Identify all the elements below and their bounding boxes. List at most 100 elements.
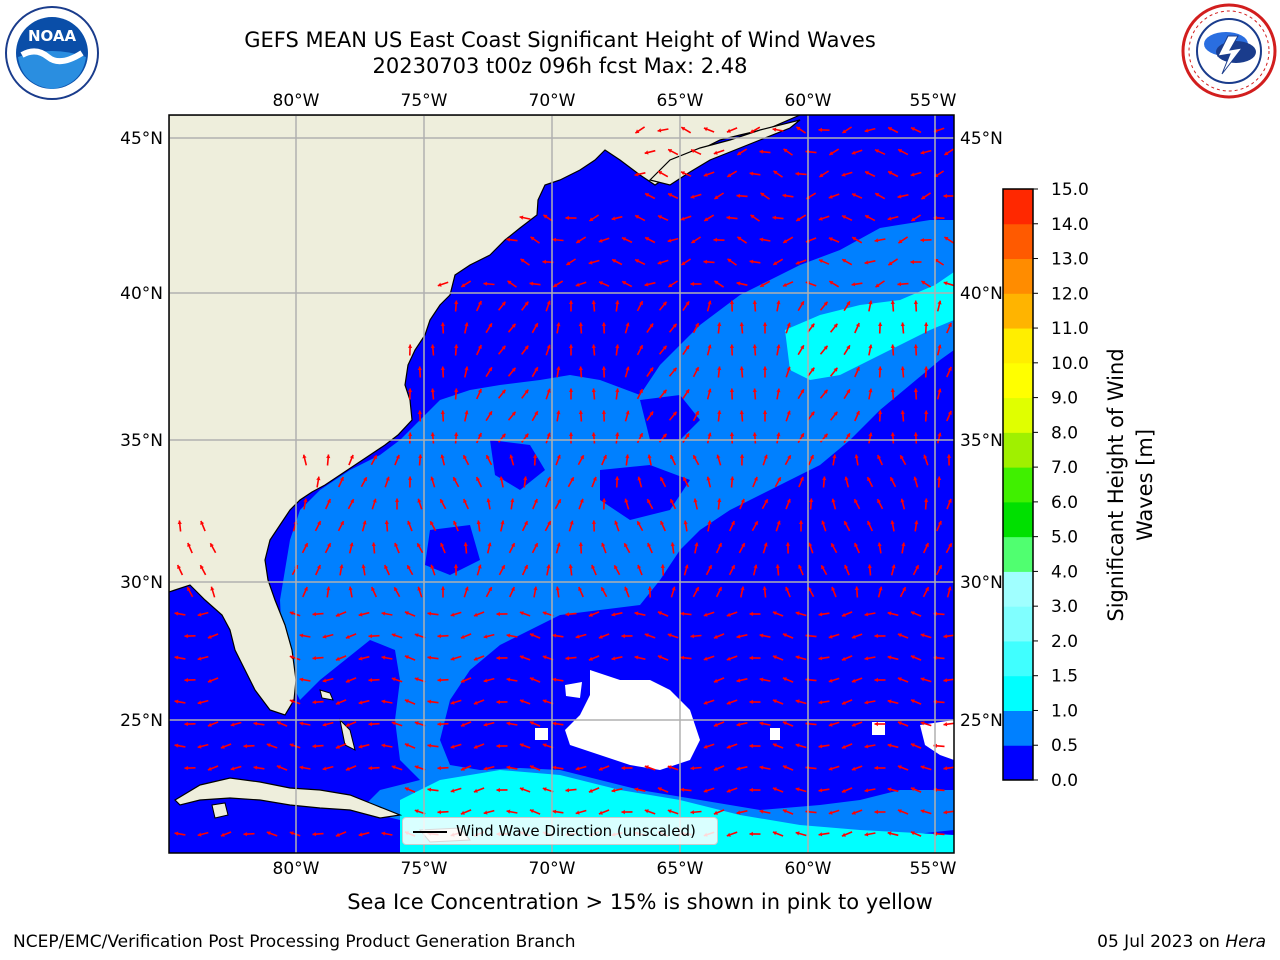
wind-wave-arrow-head xyxy=(707,344,712,349)
colorbar-swatch xyxy=(1003,745,1033,781)
wind-wave-arrow-head xyxy=(852,193,856,198)
wind-wave-arrow-head xyxy=(391,633,396,638)
wind-wave-arrow-head xyxy=(842,259,847,263)
wind-wave-arrow-head xyxy=(453,477,457,482)
wind-wave-arrow-head xyxy=(624,543,628,548)
wind-wave-arrow-head xyxy=(358,612,363,617)
wind-wave-arrow-head xyxy=(523,476,528,481)
wind-wave-arrow-head xyxy=(611,612,616,617)
wind-wave-arrow-head xyxy=(911,217,916,221)
wind-wave-arrow-head xyxy=(888,127,893,131)
wind-wave-arrow-head xyxy=(943,722,948,727)
wind-wave-arrow-head xyxy=(385,476,390,481)
wind-wave-arrow-head xyxy=(635,215,640,219)
wind-wave-arrow-head xyxy=(795,260,800,265)
wind-wave-arrow-head xyxy=(487,542,492,547)
wind-wave-arrow-head xyxy=(483,766,488,771)
wind-wave-arrow-head xyxy=(913,476,918,481)
wind-wave-arrow-head xyxy=(546,344,551,349)
wind-wave-arrow-head xyxy=(851,634,856,639)
wind-wave-arrow-head xyxy=(625,410,630,415)
wind-wave-arrow-head xyxy=(795,699,800,704)
wind-wave-arrow-head xyxy=(920,238,924,243)
wind-wave-arrow-head xyxy=(556,322,561,327)
wind-wave-arrow-head xyxy=(937,388,942,393)
wind-wave-arrow-head xyxy=(947,586,952,591)
wind-wave-arrow-head xyxy=(776,344,781,349)
wind-wave-arrow-head xyxy=(762,366,768,370)
wind-wave-arrow-head xyxy=(800,389,804,394)
wind-wave-arrow-head xyxy=(529,281,534,286)
wind-wave-arrow-head xyxy=(639,301,643,306)
wind-wave-arrow-head xyxy=(875,149,879,153)
wind-wave-arrow-head xyxy=(782,633,787,638)
wind-wave-arrow-head xyxy=(303,587,308,591)
wind-wave-arrow-head xyxy=(506,237,511,242)
wind-wave-arrow-head xyxy=(575,810,580,815)
wind-wave-arrow-head xyxy=(210,586,215,591)
wind-wave-arrow-head xyxy=(727,173,732,177)
wind-wave-arrow-head xyxy=(773,261,778,265)
ocean-low-pocket xyxy=(425,525,480,575)
wind-wave-arrow-head xyxy=(683,477,687,482)
wind-wave-arrow-head xyxy=(657,128,662,133)
wind-wave-arrow-head xyxy=(703,700,708,705)
wind-wave-arrow-head xyxy=(759,633,764,638)
wind-wave-arrow-head xyxy=(624,498,629,503)
wind-wave-arrow-head xyxy=(368,722,372,727)
wind-wave-arrow-head xyxy=(404,743,409,748)
wind-wave-arrow-head xyxy=(312,744,316,749)
wind-wave-arrow-head xyxy=(542,655,547,660)
wind-wave-arrow-head xyxy=(601,587,605,592)
wind-wave-arrow-head xyxy=(670,499,674,503)
wind-wave-arrow-head xyxy=(729,432,735,436)
wind-wave-arrow-head xyxy=(496,699,500,705)
wind-wave-arrow-head xyxy=(796,217,801,221)
wind-wave-arrow-head xyxy=(658,215,662,220)
wind-wave-arrow-head xyxy=(897,765,902,770)
colorbar-tick-label: 10.0 xyxy=(1051,354,1089,374)
wind-wave-arrow-head xyxy=(524,565,528,569)
national-weather-service-logo-icon xyxy=(1181,3,1277,99)
wind-wave-arrow-head xyxy=(417,366,422,370)
wind-wave-arrow-head xyxy=(454,432,459,436)
wind-wave-arrow-head xyxy=(924,366,929,370)
lon-label: 80°W xyxy=(273,859,320,879)
wind-wave-arrow-head xyxy=(911,127,915,131)
wind-wave-arrow-head xyxy=(289,655,294,660)
colorbar-tick-label: 12.0 xyxy=(1051,284,1089,304)
wind-wave-arrow-head xyxy=(714,195,719,199)
wind-wave-arrow-head xyxy=(565,215,569,221)
wind-wave-arrow-head xyxy=(327,543,331,548)
wind-wave-arrow-head xyxy=(552,677,557,682)
wind-wave-arrow-head xyxy=(371,587,375,591)
wind-wave-arrow-head xyxy=(488,367,492,372)
wind-wave-arrow-head xyxy=(749,259,754,264)
wind-wave-arrow-head xyxy=(506,677,511,682)
wind-wave-arrow-head xyxy=(637,476,642,481)
wind-wave-arrow-head xyxy=(440,586,446,590)
wind-wave-arrow-head xyxy=(851,678,856,683)
wind-wave-arrow-head xyxy=(707,432,712,437)
wind-wave-arrow-head xyxy=(864,260,869,265)
colorbar-swatch xyxy=(1003,640,1033,677)
wind-wave-arrow-head xyxy=(783,148,788,153)
wind-wave-arrow-head xyxy=(828,237,833,242)
wind-wave-arrow-head xyxy=(335,612,340,617)
wind-wave-arrow-head xyxy=(611,216,616,221)
wind-wave-arrow-head xyxy=(647,454,652,459)
wind-wave-arrow-head xyxy=(898,149,903,153)
wind-wave-arrow-head xyxy=(601,498,607,502)
wind-wave-arrow-head xyxy=(749,699,753,705)
wind-wave-arrow-head xyxy=(668,193,672,197)
wind-wave-arrow-head xyxy=(302,454,307,459)
wind-wave-arrow-head xyxy=(639,433,643,438)
wind-wave-arrow-head xyxy=(726,744,731,749)
wind-wave-arrow-head xyxy=(842,215,846,219)
wind-wave-arrow-head xyxy=(381,699,386,704)
wind-wave-arrow-head xyxy=(437,722,441,727)
wind-wave-arrow-head xyxy=(690,810,695,815)
wind-wave-arrow-head xyxy=(473,656,478,661)
wind-wave-arrow-head xyxy=(335,832,340,837)
wind-wave-arrow-head xyxy=(776,432,781,437)
